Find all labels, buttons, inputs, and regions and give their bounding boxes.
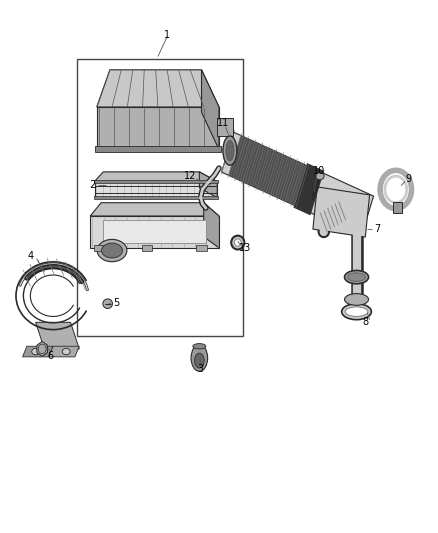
Ellipse shape (194, 353, 204, 368)
Polygon shape (294, 164, 324, 215)
Polygon shape (95, 172, 217, 181)
Text: 3: 3 (198, 364, 204, 374)
Bar (217, 118, 233, 136)
Ellipse shape (102, 243, 123, 258)
Text: 7: 7 (374, 224, 380, 235)
Text: 1: 1 (163, 30, 170, 41)
Text: 12: 12 (184, 171, 197, 181)
Ellipse shape (345, 294, 368, 305)
Text: 9: 9 (406, 174, 412, 184)
Polygon shape (229, 135, 307, 205)
Text: 2: 2 (89, 180, 95, 190)
Ellipse shape (345, 270, 368, 284)
Bar (95, 146, 221, 152)
Polygon shape (95, 188, 217, 197)
Polygon shape (201, 70, 219, 150)
Text: 8: 8 (362, 317, 368, 327)
Polygon shape (49, 346, 79, 357)
Bar (142, 245, 152, 251)
Ellipse shape (345, 307, 368, 317)
Polygon shape (22, 346, 53, 357)
Ellipse shape (342, 304, 371, 320)
Ellipse shape (234, 239, 241, 246)
Text: 11: 11 (217, 118, 230, 128)
Text: 13: 13 (239, 243, 251, 253)
Bar (196, 245, 207, 251)
Ellipse shape (347, 273, 366, 281)
Ellipse shape (97, 239, 127, 262)
Ellipse shape (231, 236, 244, 249)
Polygon shape (204, 203, 219, 248)
Bar (393, 202, 402, 213)
Polygon shape (97, 107, 219, 150)
Polygon shape (222, 132, 374, 236)
Ellipse shape (315, 172, 324, 180)
Polygon shape (35, 322, 79, 349)
Bar (94, 180, 218, 183)
Ellipse shape (226, 141, 234, 161)
Polygon shape (313, 187, 370, 237)
Ellipse shape (62, 349, 70, 355)
Ellipse shape (103, 299, 113, 309)
Bar (94, 245, 104, 251)
Bar (77, 59, 243, 336)
Polygon shape (37, 342, 47, 357)
Text: 5: 5 (113, 297, 120, 308)
Ellipse shape (191, 345, 208, 371)
Bar (94, 196, 218, 199)
Polygon shape (97, 70, 219, 107)
Polygon shape (90, 216, 219, 248)
Ellipse shape (223, 136, 237, 165)
Text: 6: 6 (48, 351, 54, 361)
Text: 10: 10 (313, 166, 325, 176)
Bar (103, 220, 206, 243)
Polygon shape (199, 172, 217, 197)
Polygon shape (90, 203, 219, 216)
Polygon shape (95, 181, 217, 197)
Text: 4: 4 (27, 251, 33, 261)
Ellipse shape (193, 344, 206, 349)
Ellipse shape (32, 349, 39, 355)
